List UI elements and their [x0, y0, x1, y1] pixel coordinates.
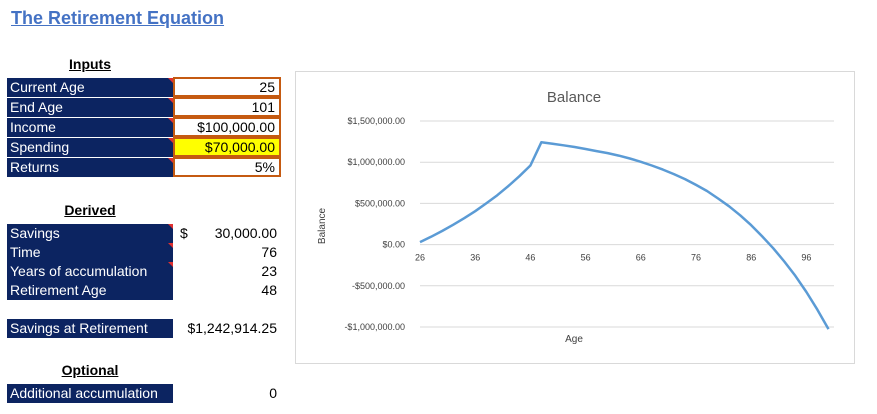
savings-currency: $ [180, 225, 188, 241]
chart-y-tick-label: -$500,000.00 [352, 281, 405, 291]
retirement-age-value[interactable]: 48 [261, 282, 277, 298]
chart-x-tick-label: 46 [525, 253, 535, 263]
returns-label-text: Returns [10, 159, 60, 175]
savings-value[interactable]: 30,000.00 [214, 225, 277, 241]
chart-y-axis-label: Balance [317, 207, 328, 244]
spending-label-text: Spending [10, 139, 70, 155]
chart-x-axis-label: Age [565, 334, 583, 345]
income-label-text: Income [10, 119, 56, 135]
retirement-age-label: Retirement Age [7, 281, 173, 300]
savings-label-text: Savings [10, 225, 60, 241]
current-age-label[interactable]: Current Age [7, 78, 173, 97]
end-age-label-text: End Age [10, 99, 63, 115]
chart-x-tick-label: 76 [691, 253, 701, 263]
chart-title: Balance [547, 89, 601, 106]
income-label[interactable]: Income [7, 118, 173, 137]
comment-marker-icon [168, 243, 173, 248]
comment-marker-icon [168, 98, 173, 103]
comment-marker-icon [168, 118, 173, 123]
time-value[interactable]: 76 [261, 244, 277, 260]
savings-at-retirement-value[interactable]: $1,242,914.25 [187, 320, 277, 336]
current-age-input[interactable]: 25 [173, 77, 281, 97]
chart-y-tick-label: -$1,000,000.00 [344, 322, 405, 332]
chart-x-tick-label: 66 [636, 253, 646, 263]
time-label-text: Time [10, 244, 41, 260]
years-of-accumulation-value[interactable]: 23 [261, 263, 277, 279]
chart-y-tick-labels: $1,500,000.00 $1,000,000.00 $500,000.00 $0.… [344, 116, 405, 332]
optional-heading: Optional [61, 362, 119, 378]
chart-x-tick-label: 36 [470, 253, 480, 263]
page-title: The Retirement Equation [11, 8, 225, 28]
additional-accumulation-label: Additional accumulation [7, 384, 173, 403]
inputs-heading: Inputs [69, 56, 111, 72]
chart-x-tick-label: 86 [746, 253, 756, 263]
years-of-accumulation-label[interactable]: Years of accumulation [7, 262, 173, 281]
balance-chart[interactable]: Balance $1,500,000.00 $1,000,000.00 $500,0… [295, 71, 855, 364]
comment-marker-icon [168, 158, 173, 163]
chart-y-tick-label: $1,500,000.00 [347, 116, 405, 126]
comment-marker-icon [168, 78, 173, 83]
comment-marker-icon [168, 138, 173, 143]
savings-at-retirement-label: Savings at Retirement [7, 319, 173, 338]
retirement-age-label-text: Retirement Age [10, 282, 107, 298]
spending-input[interactable]: $70,000.00 [173, 137, 281, 157]
chart-x-tick-label: 26 [415, 253, 425, 263]
chart-y-tick-label: $500,000.00 [355, 198, 405, 208]
balance-chart-svg: Balance $1,500,000.00 $1,000,000.00 $500,0… [317, 89, 834, 345]
savings-label[interactable]: Savings [7, 224, 173, 243]
income-input[interactable]: $100,000.00 [173, 117, 281, 137]
derived-heading: Derived [64, 202, 116, 218]
comment-marker-icon [168, 262, 173, 267]
years-of-accumulation-label-text: Years of accumulation [10, 263, 148, 279]
spending-label[interactable]: Spending [7, 138, 173, 157]
additional-accumulation-value[interactable]: 0 [269, 385, 277, 401]
current-age-label-text: Current Age [10, 79, 85, 95]
returns-label[interactable]: Returns [7, 158, 173, 177]
chart-y-tick-label: $1,000,000.00 [347, 157, 405, 167]
time-label[interactable]: Time [7, 243, 173, 262]
chart-x-tick-labels: 26 36 46 56 66 76 86 96 [415, 253, 811, 263]
end-age-input[interactable]: 101 [173, 97, 281, 117]
chart-series-line [419, 140, 830, 330]
returns-input[interactable]: 5% [173, 157, 281, 177]
end-age-label[interactable]: End Age [7, 98, 173, 117]
chart-x-tick-label: 56 [581, 253, 591, 263]
comment-marker-icon [168, 224, 173, 229]
chart-y-tick-label: $0.00 [382, 240, 405, 250]
chart-gridlines [420, 120, 834, 328]
chart-x-tick-label: 96 [801, 253, 811, 263]
